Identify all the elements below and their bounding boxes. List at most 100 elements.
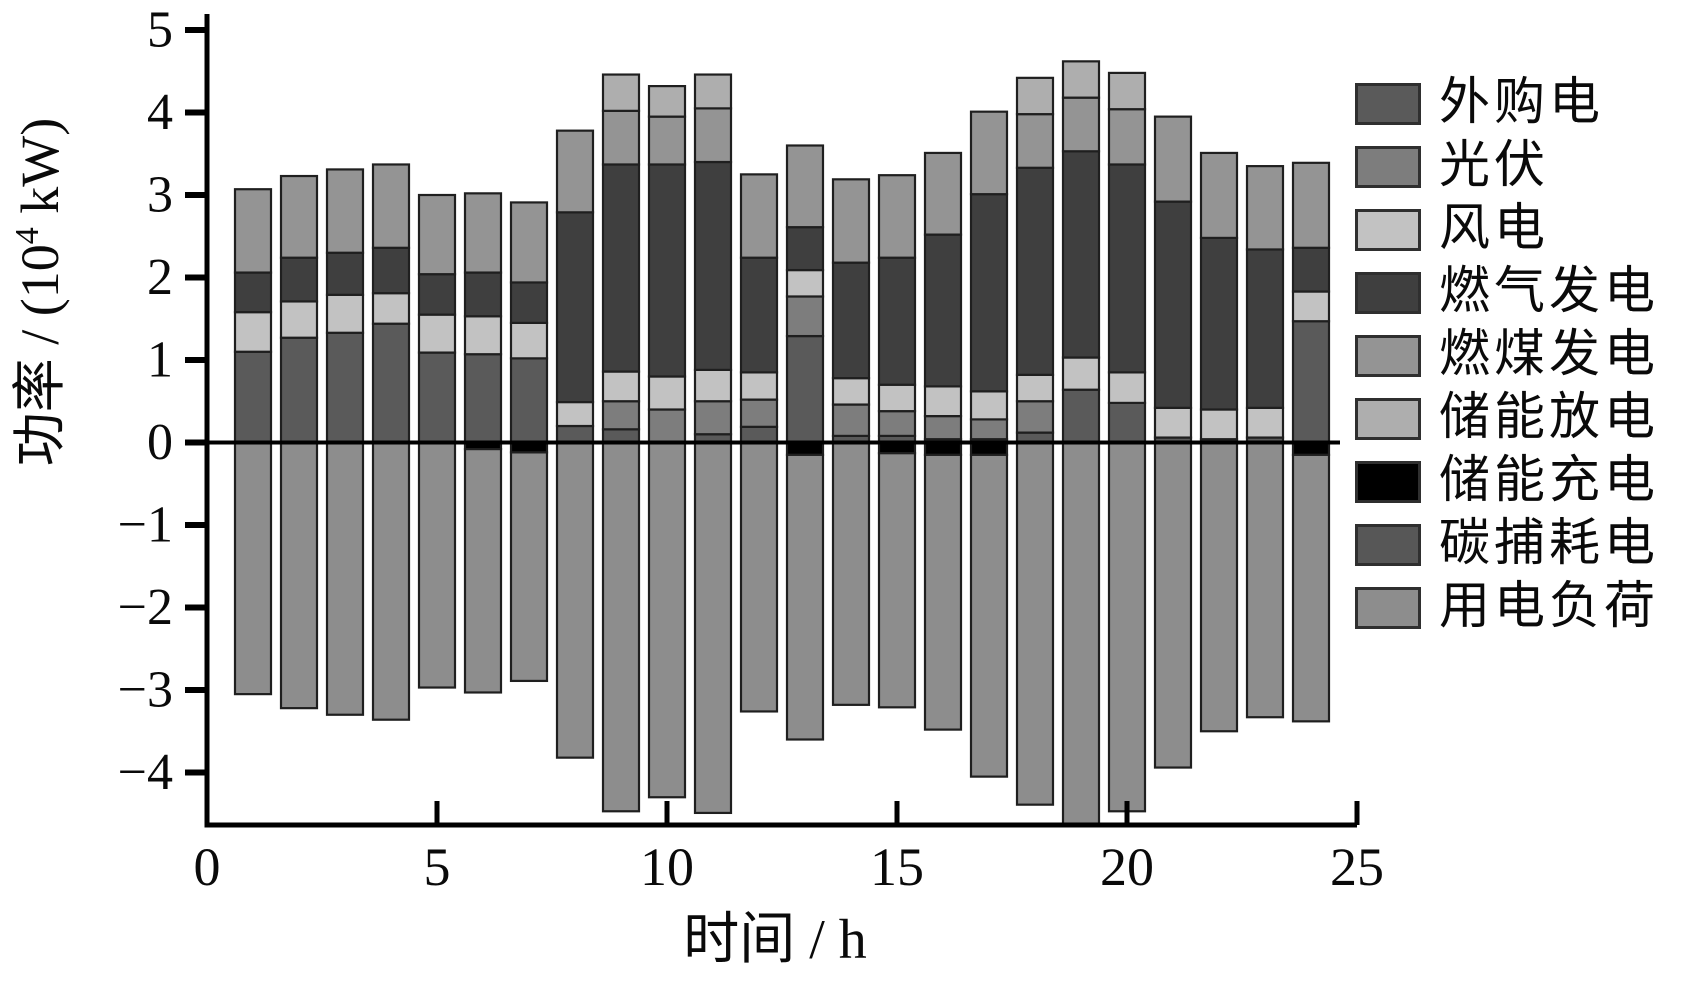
bar-h20-储能放电 — [1107, 71, 1147, 111]
bar-h9-燃煤发电 — [601, 109, 641, 166]
bar-h17-燃气发电 — [969, 193, 1009, 393]
legend-label: 储能放电 — [1439, 390, 1660, 446]
bar-h7-用电负荷 — [509, 451, 549, 683]
bar-h13-外购电 — [785, 334, 825, 444]
bar-h12-燃煤发电 — [739, 173, 779, 259]
bar-h17-燃煤发电 — [969, 110, 1009, 196]
legend-swatch-icon — [1355, 586, 1421, 629]
bar-h9-储能放电 — [601, 73, 641, 112]
bar-h1-外购电 — [233, 350, 273, 444]
bar-h13-燃气发电 — [785, 226, 825, 272]
bar-h11-燃煤发电 — [693, 107, 733, 164]
bar-h24-燃气发电 — [1291, 246, 1331, 293]
y-tick-label--1: −1 — [118, 497, 173, 554]
legend-label: 光伏 — [1439, 138, 1550, 194]
bar-h24-燃煤发电 — [1291, 161, 1331, 249]
bar-h16-光伏 — [923, 415, 963, 441]
legend-label: 用电负荷 — [1439, 579, 1660, 635]
legend-label: 储能充电 — [1439, 453, 1660, 509]
y-tick-label--2: −2 — [118, 579, 173, 636]
bar-h8-外购电 — [555, 424, 595, 444]
x-tick-label-20: 20 — [1100, 837, 1154, 897]
bar-h12-燃气发电 — [739, 256, 779, 374]
bar-h15-风电 — [877, 383, 917, 413]
bar-h5-燃煤发电 — [417, 193, 457, 276]
bar-h24-风电 — [1291, 290, 1331, 323]
legend-label: 燃煤发电 — [1439, 327, 1660, 383]
bar-h19-用电负荷 — [1061, 441, 1101, 825]
bar-h13-光伏 — [785, 295, 825, 338]
bar-h10-风电 — [647, 375, 687, 411]
legend-item-外购电: 外购电 — [1355, 72, 1659, 135]
bar-h11-燃气发电 — [693, 160, 733, 371]
bar-h11-用电负荷 — [693, 441, 733, 815]
x-tick-label-5: 5 — [424, 837, 451, 897]
legend-label: 风电 — [1439, 201, 1550, 257]
bar-h14-燃煤发电 — [831, 178, 871, 264]
bar-h19-燃煤发电 — [1061, 96, 1101, 153]
bar-h23-用电负荷 — [1245, 441, 1285, 719]
legend-item-碳捕耗电: 碳捕耗电 — [1355, 513, 1659, 576]
bar-h22-燃气发电 — [1199, 236, 1239, 411]
bar-h18-风电 — [1015, 373, 1055, 403]
y-tick-label--3: −3 — [118, 662, 173, 719]
bar-h12-外购电 — [739, 425, 779, 444]
legend-swatch-icon — [1355, 397, 1421, 440]
bar-h2-风电 — [279, 300, 319, 339]
bar-h12-光伏 — [739, 398, 779, 428]
bar-h6-外购电 — [463, 353, 503, 444]
bar-h13-用电负荷 — [785, 453, 825, 741]
bar-h8-用电负荷 — [555, 441, 595, 759]
bar-h21-用电负荷 — [1153, 441, 1193, 769]
bar-h11-光伏 — [693, 400, 733, 436]
legend-item-风电: 风电 — [1355, 198, 1659, 261]
legend-item-光伏: 光伏 — [1355, 135, 1659, 198]
legend-label: 燃气发电 — [1439, 264, 1660, 320]
bar-h3-用电负荷 — [325, 441, 365, 716]
bar-h2-用电负荷 — [279, 441, 319, 710]
bar-h15-燃煤发电 — [877, 174, 917, 259]
bar-h22-用电负荷 — [1199, 441, 1239, 733]
bar-h7-风电 — [509, 321, 549, 360]
x-tick-label-10: 10 — [640, 837, 694, 897]
legend-swatch-icon — [1355, 271, 1421, 314]
bar-h10-燃气发电 — [647, 163, 687, 378]
bars-group — [233, 60, 1331, 825]
bar-h9-光伏 — [601, 400, 641, 431]
bar-h1-燃煤发电 — [233, 188, 273, 274]
bar-h23-风电 — [1245, 406, 1285, 439]
bar-h15-燃气发电 — [877, 256, 917, 386]
bar-h9-风电 — [601, 370, 641, 403]
bar-h8-燃煤发电 — [555, 129, 595, 214]
bar-h13-风电 — [785, 268, 825, 298]
legend-swatch-icon — [1355, 523, 1421, 566]
bar-h17-用电负荷 — [969, 453, 1009, 778]
bar-h6-燃气发电 — [463, 271, 503, 318]
bar-h1-燃气发电 — [233, 271, 273, 314]
bar-h20-外购电 — [1107, 401, 1147, 444]
bar-h15-光伏 — [877, 410, 917, 437]
bar-h18-储能放电 — [1015, 76, 1055, 116]
legend-label: 碳捕耗电 — [1439, 516, 1660, 572]
bar-h12-风电 — [739, 371, 779, 401]
bar-h7-燃煤发电 — [509, 201, 549, 284]
bar-h14-燃气发电 — [831, 261, 871, 380]
legend-swatch-icon — [1355, 145, 1421, 188]
bar-h10-用电负荷 — [647, 441, 687, 799]
bar-h16-燃气发电 — [923, 233, 963, 388]
bar-h19-储能放电 — [1061, 60, 1101, 99]
bar-h7-外购电 — [509, 357, 549, 444]
bar-h19-外购电 — [1061, 388, 1101, 444]
bar-h20-燃煤发电 — [1107, 108, 1147, 166]
bar-h8-燃气发电 — [555, 211, 595, 404]
bar-h9-燃气发电 — [601, 163, 641, 373]
bar-h2-燃气发电 — [279, 256, 319, 303]
bar-h22-燃煤发电 — [1199, 151, 1239, 240]
bar-h13-燃煤发电 — [785, 144, 825, 229]
bar-h20-燃气发电 — [1107, 163, 1147, 374]
bar-h24-外购电 — [1291, 320, 1331, 444]
bar-h4-外购电 — [371, 322, 411, 444]
bar-h14-风电 — [831, 377, 871, 406]
bar-h3-风电 — [325, 293, 365, 334]
